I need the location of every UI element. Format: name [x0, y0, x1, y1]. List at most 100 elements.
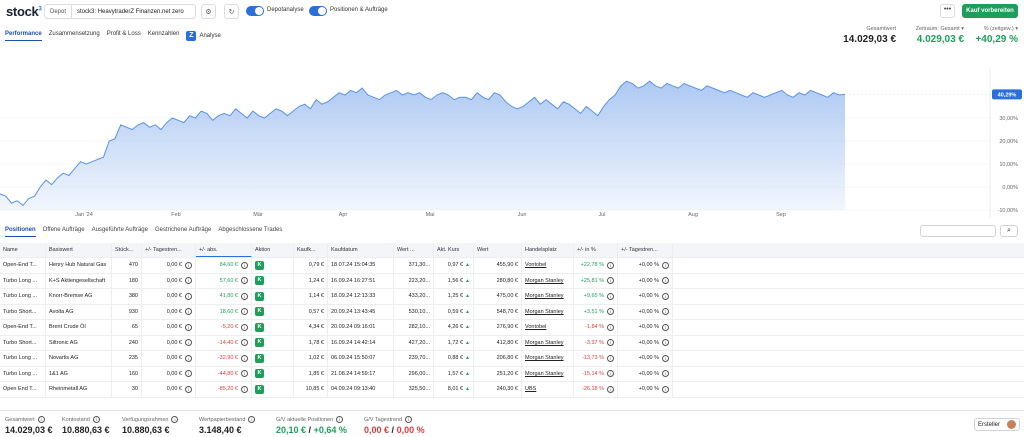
table-row[interactable]: Turbo Long ... Novartis AG 235 0,00 € i -32,9… [0, 351, 1024, 367]
tab-profit-loss[interactable]: Profit & Loss [106, 31, 141, 37]
info-icon[interactable]: i [607, 277, 614, 285]
info-icon[interactable]: i [171, 416, 179, 423]
performance-chart[interactable]: Jan '24 Feb Mär Apr Mai Jun Jul Aug Sep 30,00% 20,… [0, 68, 1024, 218]
kauf-action-button[interactable]: K [255, 276, 264, 286]
column-header[interactable]: +/- abs. [196, 243, 252, 257]
kauf-action-button[interactable]: K [255, 353, 264, 363]
info-icon[interactable]: i [662, 277, 669, 285]
info-icon[interactable]: i [92, 416, 100, 423]
info-icon[interactable]: i [248, 416, 256, 423]
info-icon[interactable]: i [662, 261, 669, 269]
subtab-abgeschlossene-trades[interactable]: Abgeschlossene Trades [218, 227, 283, 233]
info-icon[interactable]: i [241, 323, 248, 331]
table-row[interactable]: Open-End T... Brent Crude Öl 65 0,00 € i -5,2… [0, 320, 1024, 336]
info-icon[interactable]: i [185, 277, 192, 285]
info-icon[interactable]: i [241, 370, 248, 378]
cell-handelsplatz[interactable]: Morgan Stanley [525, 370, 564, 377]
info-icon[interactable]: i [241, 292, 248, 300]
info-icon[interactable]: i [607, 354, 614, 362]
info-icon[interactable]: i [241, 261, 248, 269]
column-header[interactable]: Name [0, 243, 46, 257]
info-icon[interactable]: i [662, 339, 669, 347]
info-icon[interactable]: i [185, 339, 192, 347]
column-header[interactable]: +/- Tagestren... [618, 243, 673, 257]
column-header[interactable]: Stück... [112, 243, 142, 257]
positionen-toggle[interactable] [309, 6, 327, 16]
column-header[interactable]: +/- in % [574, 243, 618, 257]
zeitraum-label[interactable]: Zeitraum: Gesamt ▾ [915, 26, 964, 32]
column-header[interactable]: Wert [474, 243, 522, 257]
tab-performance[interactable]: Performance [5, 31, 42, 41]
info-icon[interactable]: i [607, 261, 614, 269]
info-icon[interactable]: i [607, 370, 614, 378]
info-icon[interactable]: i [37, 416, 45, 423]
kauf-action-button[interactable]: K [255, 369, 264, 379]
cell-handelsplatz[interactable]: Morgan Stanley [525, 293, 564, 300]
kauf-vorbereiten-button[interactable]: Kauf vorbereiten [962, 4, 1018, 18]
cell-name[interactable]: Turbo Short... [3, 339, 37, 346]
cell-handelsplatz[interactable]: UBS [525, 386, 537, 393]
depot-value[interactable]: stock3: HeavytraderZ Finanzen.net zero [77, 8, 184, 15]
column-header[interactable]: Wert ... [394, 243, 434, 257]
logo[interactable]: stock3 [6, 4, 42, 19]
table-row[interactable]: Turbo Long ... K+S Aktiengesellschaft 180 0… [0, 273, 1024, 289]
info-icon[interactable]: i [662, 385, 669, 393]
kauf-action-button[interactable]: K [255, 291, 264, 301]
subtab-offene-auftraege[interactable]: Offene Aufträge [42, 227, 85, 233]
info-icon[interactable]: i [241, 354, 248, 362]
column-header[interactable]: Aktion [252, 243, 294, 257]
tab-zusammensetzung[interactable]: Zusammensetzung [48, 31, 100, 37]
info-icon[interactable]: i [607, 292, 614, 300]
kauf-action-button[interactable]: K [255, 384, 264, 394]
cell-handelsplatz[interactable]: Morgan Stanley [525, 277, 564, 284]
cell-name[interactable]: Turbo Short... [3, 308, 37, 315]
column-header[interactable]: Akt. Kurs [434, 243, 474, 257]
kauf-action-button[interactable]: K [255, 307, 264, 317]
subtab-positionen[interactable]: Positionen [5, 227, 36, 237]
cell-handelsplatz[interactable]: Morgan Stanley [525, 355, 564, 362]
cell-name[interactable]: Open End T... [3, 386, 37, 393]
info-icon[interactable]: i [662, 354, 669, 362]
more-button[interactable]: ••• [940, 4, 955, 18]
subtab-ausgefuehrte-auftraege[interactable]: Ausgeführte Aufträge [91, 227, 148, 233]
info-icon[interactable]: i [241, 277, 248, 285]
info-icon[interactable]: i [185, 385, 192, 393]
info-icon[interactable]: i [607, 385, 614, 393]
info-icon[interactable]: i [241, 308, 248, 316]
cell-name[interactable]: Turbo Long ... [3, 277, 38, 284]
table-row[interactable]: Turbo Short... Siltronic AG 240 0,00 € i -14,… [0, 335, 1024, 351]
depotanalyse-toggle[interactable] [246, 6, 264, 16]
search-icon[interactable]: ⌕ [1000, 225, 1018, 237]
info-icon[interactable]: i [336, 416, 344, 423]
cell-handelsplatz[interactable]: Vontobel [525, 262, 547, 269]
table-row[interactable]: Open-End T... Henry Hub Natural Gas 470 0,0… [0, 258, 1024, 274]
table-row[interactable]: Turbo Short... Avolta AG 930 0,00 € i 18,60 €… [0, 304, 1024, 320]
info-icon[interactable]: i [185, 261, 192, 269]
search-input[interactable] [920, 225, 996, 237]
cell-handelsplatz[interactable]: Morgan Stanley [525, 308, 564, 315]
info-icon[interactable]: i [185, 370, 192, 378]
column-header[interactable]: Kaufdatum [328, 243, 394, 257]
cell-name[interactable]: Turbo Long ... [3, 355, 38, 362]
cell-handelsplatz[interactable]: Vontobel [525, 324, 547, 331]
info-icon[interactable]: i [662, 323, 669, 331]
column-header[interactable]: Handelsplatz [522, 243, 574, 257]
info-icon[interactable]: i [662, 308, 669, 316]
info-icon[interactable]: i [185, 354, 192, 362]
info-icon[interactable]: i [662, 292, 669, 300]
column-header[interactable]: Basiswert [46, 243, 112, 257]
cell-name[interactable]: Turbo Long ... [3, 370, 38, 377]
info-icon[interactable]: i [185, 308, 192, 316]
kauf-action-button[interactable]: K [255, 338, 264, 348]
tab-analyse[interactable]: Z Analyse [186, 31, 221, 41]
info-icon[interactable]: i [185, 292, 192, 300]
info-icon[interactable]: i [241, 385, 248, 393]
table-row[interactable]: Open End T... Rheinmetall AG 30 0,00 € i -85,… [0, 382, 1024, 398]
depot-selector[interactable]: Depot stock3: HeavytraderZ Finanzen.net … [44, 4, 196, 19]
kauf-action-button[interactable]: K [255, 322, 264, 332]
kauf-action-button[interactable]: K [255, 260, 264, 270]
info-icon[interactable]: i [607, 308, 614, 316]
pct-label[interactable]: % (zeitgew.) ▾ [983, 26, 1018, 32]
info-icon[interactable]: i [607, 339, 614, 347]
column-header[interactable]: +/- Tagestren... [142, 243, 196, 257]
